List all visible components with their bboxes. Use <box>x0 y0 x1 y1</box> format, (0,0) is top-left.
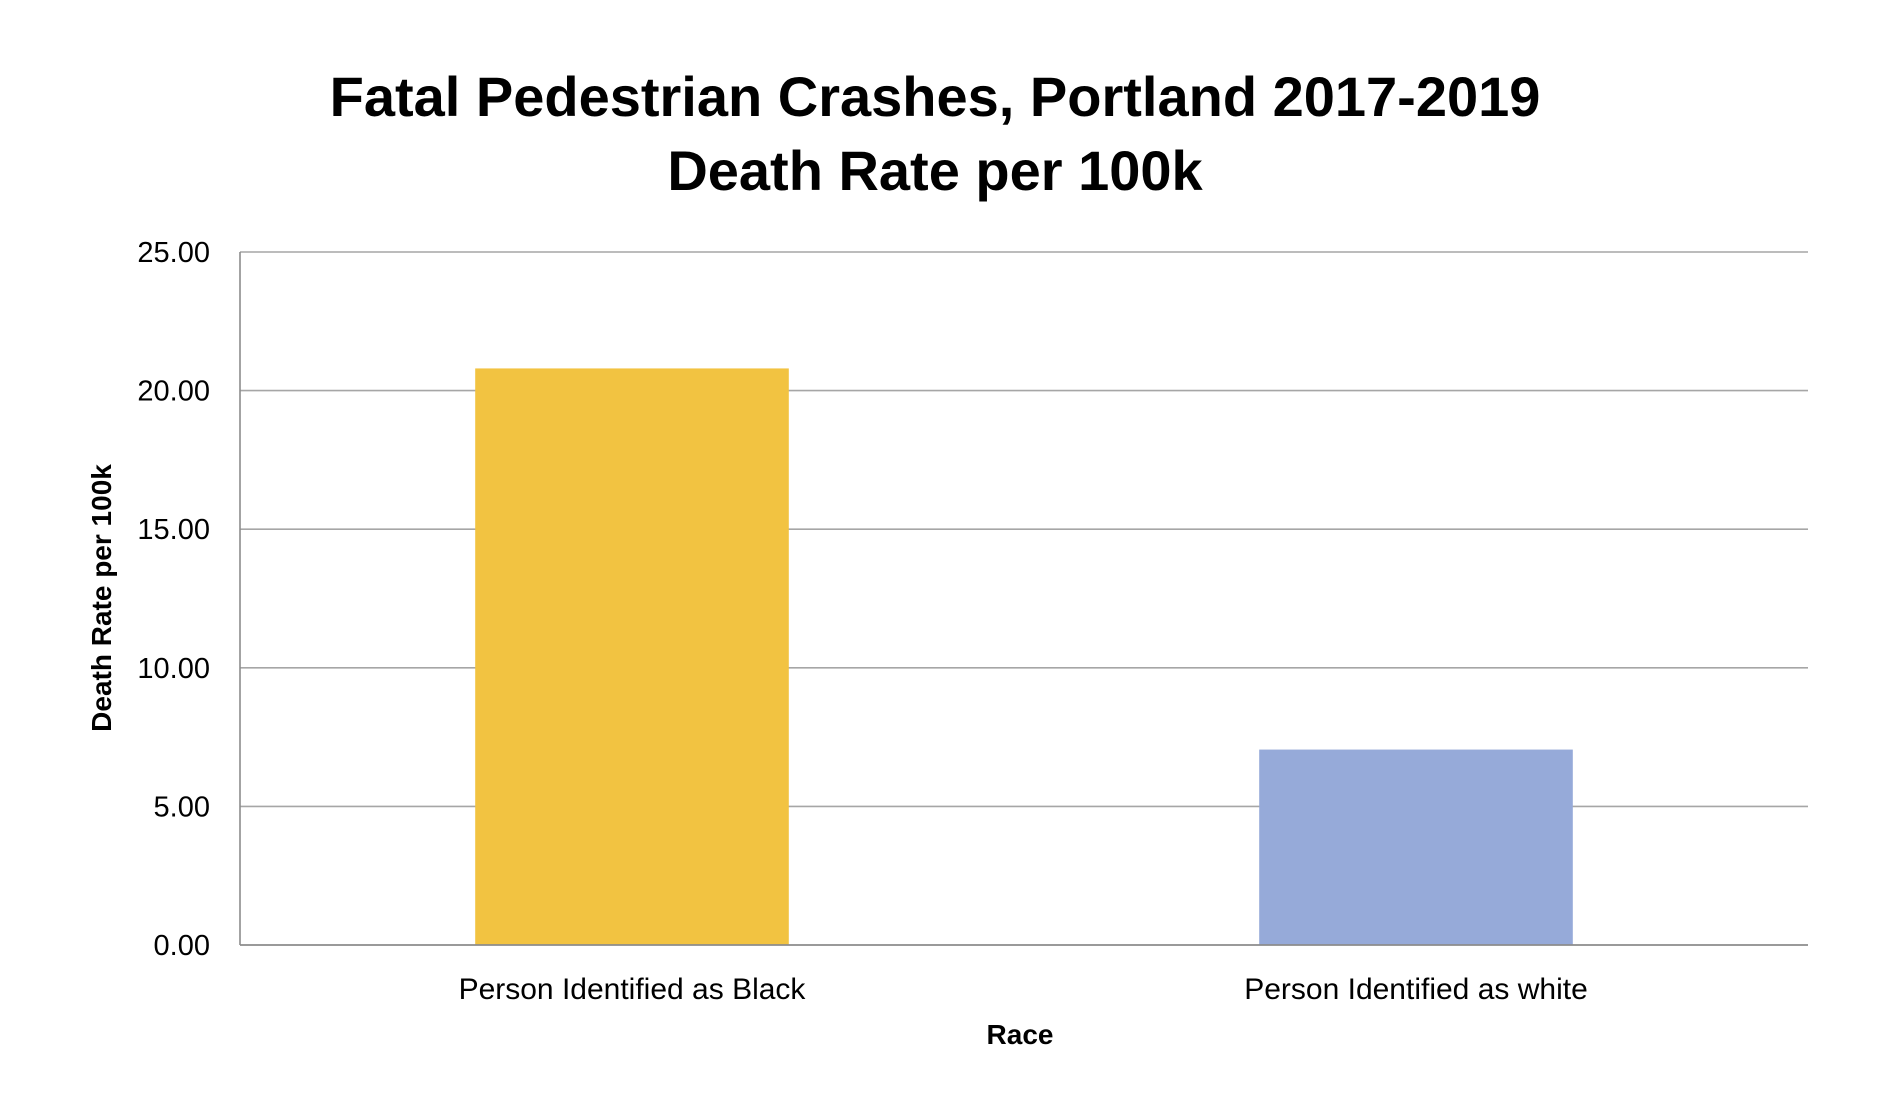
chart-title-line-1: Fatal Pedestrian Crashes, Portland 2017-… <box>330 65 1541 128</box>
x-category-label: Person Identified as white <box>1244 973 1588 1006</box>
y-tick-label: 25.00 <box>137 237 210 269</box>
bar-1 <box>475 368 789 945</box>
y-tick-label: 20.00 <box>137 376 210 408</box>
axes <box>239 252 1808 946</box>
y-tick-labels: 0.00 5.00 10.00 15.00 20.00 25.00 <box>137 237 210 962</box>
x-category-labels: Person Identified as Black Person Identif… <box>459 973 1588 1006</box>
y-tick-label: 0.00 <box>154 930 210 962</box>
bars <box>475 368 1573 945</box>
chart-title-line-2: Death Rate per 100k <box>667 139 1203 202</box>
y-axis-title: Death Rate per 100k <box>86 464 117 732</box>
x-category-label: Person Identified as Black <box>459 973 807 1006</box>
bar-2 <box>1259 749 1573 945</box>
y-tick-label: 5.00 <box>154 791 210 823</box>
y-tick-label: 15.00 <box>137 514 210 546</box>
x-axis-title: Race <box>987 1019 1054 1050</box>
y-tick-label: 10.00 <box>137 653 210 685</box>
